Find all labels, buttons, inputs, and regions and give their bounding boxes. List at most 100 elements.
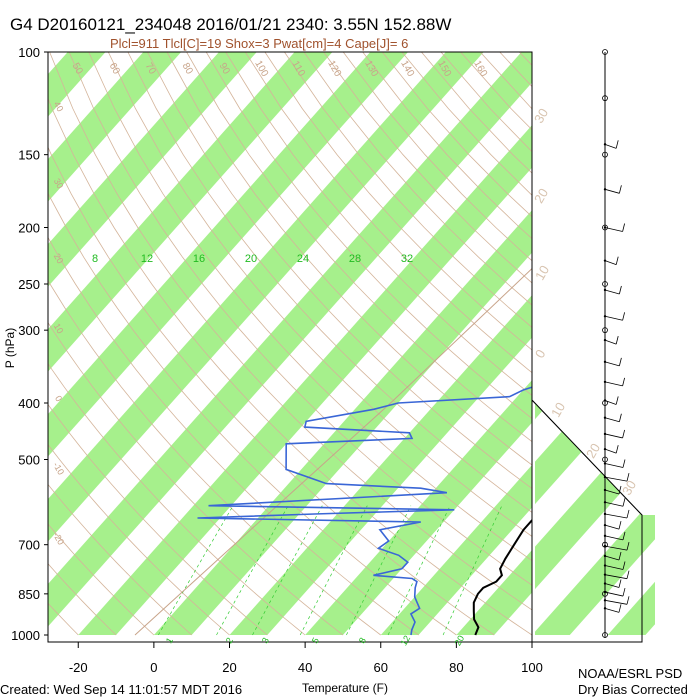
wind-dot xyxy=(603,590,607,594)
wind-barb xyxy=(604,501,624,507)
wind-barb-flag xyxy=(618,604,622,613)
wind-barb-flag xyxy=(622,459,626,468)
wind-barb xyxy=(604,448,617,454)
isotherm-band xyxy=(48,52,532,627)
mixing-ratio-line xyxy=(346,505,412,636)
dry-adiabat xyxy=(48,523,155,636)
isotherm-right-label: 10 xyxy=(548,400,568,420)
wind-dot xyxy=(603,582,607,585)
wind-dot xyxy=(603,544,607,548)
wind-barb-flag xyxy=(618,485,622,495)
dry-adiabat xyxy=(48,443,230,636)
mixing-ratio-line xyxy=(387,505,451,636)
wind-barb-flag xyxy=(626,596,630,605)
isotherm-band xyxy=(48,52,333,372)
dry-adiabat xyxy=(186,52,532,443)
wind-barb xyxy=(604,545,628,551)
wind-panel xyxy=(531,49,660,643)
dry-adiabat xyxy=(166,52,532,466)
mixing-ratio-bottom-label: 3 xyxy=(260,636,271,645)
wind-barb xyxy=(604,463,624,468)
wind-barb-flag xyxy=(622,587,626,597)
wind-dot xyxy=(603,143,607,146)
isotherm-right-label: 10 xyxy=(532,263,552,283)
isotherm-band xyxy=(380,465,532,635)
mixing-ratio-bottom-label: 20 xyxy=(453,634,467,648)
wind-barb-flag xyxy=(619,413,622,422)
y-tick-label: 400 xyxy=(18,396,40,411)
y-tick-label: 150 xyxy=(18,148,40,163)
dry-adiabats xyxy=(48,52,532,636)
y-tick-label: 200 xyxy=(18,221,40,236)
mixing-ratio-label: 16 xyxy=(193,253,205,265)
wind-dot xyxy=(603,188,607,191)
isotherm-top-label: 140 xyxy=(398,59,416,79)
mixing-ratio-line xyxy=(299,505,368,636)
isotherm-left-label: 20 xyxy=(52,252,66,266)
isotherm-band xyxy=(48,52,182,202)
dry-adiabat xyxy=(48,236,419,636)
wind-dot xyxy=(603,488,607,492)
wind-dot xyxy=(603,501,607,504)
wind-barb-flag xyxy=(619,357,622,366)
wind-dot xyxy=(603,554,607,558)
wind-barb xyxy=(604,599,628,605)
x-tick-label: 0 xyxy=(150,660,157,675)
isotherm-bands xyxy=(48,52,532,635)
dry-adiabat xyxy=(88,52,532,562)
wind-barb-flag xyxy=(615,140,619,149)
mixing-ratio-label: 24 xyxy=(297,253,309,265)
wind-barb-flag xyxy=(626,542,630,551)
wind-barb xyxy=(604,188,620,194)
wind-barb xyxy=(604,417,620,423)
isotherm-left-label: 0 xyxy=(53,394,64,403)
wind-dot xyxy=(603,259,607,262)
wind-dot xyxy=(603,534,607,538)
wind-level-circle xyxy=(602,281,608,287)
wind-dot xyxy=(603,523,607,527)
x-axis-label: Temperature (F) xyxy=(302,681,388,695)
dry-adiabat xyxy=(244,52,532,374)
dry-adiabat xyxy=(205,52,532,419)
isotherm-top-label: 90 xyxy=(217,61,232,77)
wind-barb-flag xyxy=(619,185,622,194)
dry-adiabat xyxy=(48,483,192,636)
isotherm-left-label: 10 xyxy=(52,322,66,336)
dry-adiabat xyxy=(48,363,306,636)
isotherm-left-label: -10 xyxy=(51,460,66,476)
wind-barb-flag xyxy=(626,473,630,482)
wind-level-circle xyxy=(602,151,608,158)
dry-adiabat xyxy=(225,52,532,396)
isotherm-band xyxy=(48,52,106,117)
dry-adiabat xyxy=(49,52,532,611)
wind-barb-flag xyxy=(615,335,619,345)
isotherm-band xyxy=(305,380,532,635)
wind-level-circle xyxy=(602,224,608,231)
mixing-ratio-line xyxy=(252,505,323,636)
wind-dot xyxy=(603,416,607,419)
wind-barb-flag xyxy=(615,396,619,405)
mixing-ratio-line xyxy=(157,505,234,636)
wind-dot xyxy=(603,564,607,567)
mixing-ratio-label: 28 xyxy=(349,253,361,265)
dry-adiabat xyxy=(107,52,532,537)
wind-dot xyxy=(603,380,607,384)
wind-barb-flag xyxy=(622,377,625,386)
wind-barb-flag xyxy=(622,531,626,540)
isotherm-band xyxy=(48,52,484,542)
isotherm-left-label: 30 xyxy=(52,177,66,191)
wind-barb xyxy=(604,289,620,295)
wind-barb xyxy=(604,260,617,266)
wind-barb xyxy=(604,607,620,613)
wind-panel-outline xyxy=(531,52,643,643)
isotherm-band xyxy=(153,210,532,635)
wind-dot xyxy=(603,432,607,436)
dry-adiabat xyxy=(48,321,344,636)
mixing-ratio-label: 8 xyxy=(92,253,98,265)
wind-dot xyxy=(603,475,607,479)
wind-level-circle xyxy=(602,327,608,334)
isotherm-right-label: 20 xyxy=(531,186,551,206)
wind-barb-flag xyxy=(622,223,625,232)
y-tick-label: 1000 xyxy=(11,628,40,643)
